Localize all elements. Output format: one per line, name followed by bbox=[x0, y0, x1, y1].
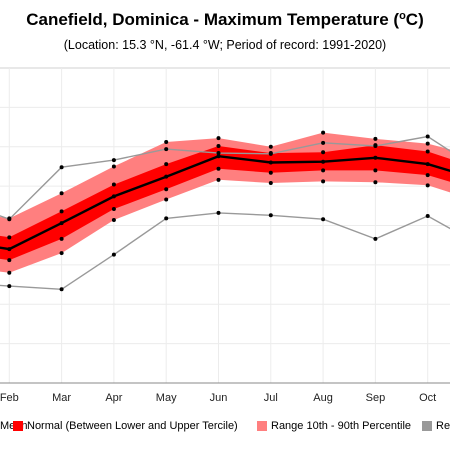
chart-subtitle: (Location: 15.3 °N, -61.4 °W; Period of … bbox=[63, 38, 387, 52]
point-record-max-apr bbox=[111, 158, 116, 163]
legend-label-range: Range 10th - 90th Percentile bbox=[271, 420, 412, 432]
band-normal-tercile bbox=[0, 145, 450, 261]
legend-swatch-normal bbox=[13, 421, 23, 431]
point-p90-mar bbox=[59, 191, 64, 196]
legend-label-normal: Normal (Between Lower and Upper Tercile) bbox=[27, 420, 238, 432]
point-mean-jul bbox=[268, 160, 273, 165]
point-p10-may bbox=[164, 197, 169, 202]
point-record-max-may bbox=[164, 147, 169, 152]
point-upper-tercile-aug bbox=[321, 150, 326, 155]
legend: Mean Normal (Between Lower and Upper Ter… bbox=[0, 420, 450, 436]
point-upper-tercile-feb bbox=[7, 235, 12, 240]
point-upper-tercile-jun bbox=[216, 143, 221, 148]
point-record-min-may bbox=[164, 216, 169, 221]
point-upper-tercile-mar bbox=[59, 209, 64, 214]
legend-item-normal: Normal (Between Lower and Upper Tercile) bbox=[13, 420, 238, 432]
point-p10-feb bbox=[7, 270, 12, 275]
point-record-max-jun bbox=[216, 151, 221, 156]
x-tick-label-jul: Jul bbox=[264, 392, 278, 404]
line-mean bbox=[0, 154, 450, 251]
point-p90-may bbox=[164, 140, 169, 145]
chart-title-unit: C) bbox=[405, 10, 424, 29]
point-mean-feb bbox=[7, 247, 12, 252]
chart-title: Canefield, Dominica - Maximum Temperatur… bbox=[0, 10, 450, 30]
line-record-max bbox=[0, 135, 450, 221]
point-record-min-jun bbox=[216, 210, 221, 215]
line-record-min bbox=[0, 212, 450, 291]
x-tick-label-oct: Oct bbox=[419, 392, 436, 404]
point-mean-jun bbox=[216, 154, 221, 159]
point-record-min-apr bbox=[111, 252, 116, 257]
point-mean-sep bbox=[373, 155, 378, 160]
point-p10-mar bbox=[59, 251, 64, 256]
chart-title-degree: o bbox=[399, 10, 406, 22]
point-p90-feb bbox=[7, 216, 12, 221]
point-record-min-sep bbox=[373, 236, 378, 241]
point-p10-aug bbox=[321, 179, 326, 184]
x-tick-label-mar: Mar bbox=[52, 392, 71, 404]
point-record-min-mar bbox=[59, 287, 64, 292]
point-record-max-aug bbox=[321, 140, 326, 145]
point-lower-tercile-jul bbox=[268, 170, 273, 175]
point-p90-apr bbox=[111, 164, 116, 169]
point-p90-sep bbox=[373, 136, 378, 141]
point-mean-oct bbox=[425, 162, 430, 167]
x-tick-label-aug: Aug bbox=[313, 392, 333, 404]
point-record-max-mar bbox=[59, 165, 64, 170]
point-p10-sep bbox=[373, 180, 378, 185]
point-mean-mar bbox=[59, 221, 64, 226]
point-mean-may bbox=[164, 174, 169, 179]
point-mean-aug bbox=[321, 159, 326, 164]
point-lower-tercile-may bbox=[164, 187, 169, 192]
point-upper-tercile-apr bbox=[111, 182, 116, 187]
legend-swatch-range bbox=[257, 421, 267, 431]
legend-label-record: Record Range bbox=[436, 420, 450, 432]
point-record-max-oct bbox=[425, 134, 430, 139]
point-p10-oct bbox=[425, 183, 430, 188]
point-p10-jul bbox=[268, 180, 273, 185]
legend-swatch-record bbox=[422, 421, 432, 431]
point-lower-tercile-oct bbox=[425, 173, 430, 178]
point-lower-tercile-jun bbox=[216, 166, 221, 171]
point-p90-jul bbox=[268, 144, 273, 149]
point-record-min-aug bbox=[321, 217, 326, 222]
x-tick-label-apr: Apr bbox=[105, 392, 122, 404]
point-upper-tercile-jul bbox=[268, 151, 273, 156]
x-tick-label-may: May bbox=[156, 392, 177, 404]
point-lower-tercile-sep bbox=[373, 168, 378, 173]
x-tick-label-jun: Jun bbox=[210, 392, 228, 404]
point-lower-tercile-mar bbox=[59, 236, 64, 241]
point-upper-tercile-oct bbox=[425, 149, 430, 154]
point-p90-aug bbox=[321, 130, 326, 135]
x-tick-label-sep: Sep bbox=[366, 392, 386, 404]
point-p10-apr bbox=[111, 217, 116, 222]
point-record-min-feb bbox=[7, 284, 12, 289]
point-upper-tercile-may bbox=[164, 162, 169, 167]
point-lower-tercile-aug bbox=[321, 168, 326, 173]
point-lower-tercile-apr bbox=[111, 206, 116, 211]
point-record-min-oct bbox=[425, 214, 430, 219]
legend-item-range: Range 10th - 90th Percentile bbox=[257, 420, 411, 432]
point-lower-tercile-feb bbox=[7, 258, 12, 263]
x-tick-label-feb: Feb bbox=[0, 392, 19, 404]
point-p90-oct bbox=[425, 141, 430, 146]
chart-title-text: Canefield, Dominica - Maximum Temperatur… bbox=[26, 10, 400, 29]
point-upper-tercile-sep bbox=[373, 143, 378, 148]
point-p90-jun bbox=[216, 136, 221, 141]
point-p10-jun bbox=[216, 177, 221, 182]
point-record-min-jul bbox=[268, 213, 273, 218]
point-mean-apr bbox=[111, 194, 116, 199]
legend-item-record: Record Range bbox=[422, 420, 450, 432]
